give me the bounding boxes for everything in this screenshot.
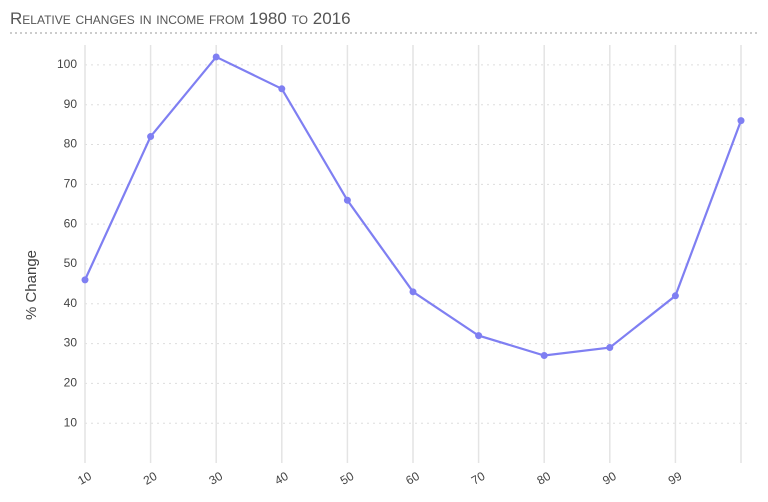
y-tick-label: 60	[64, 216, 78, 230]
x-tick-label: 60	[403, 469, 422, 488]
chart-title: Relative changes in income from 1980 to …	[10, 9, 351, 28]
point	[343, 196, 351, 204]
y-tick-label: 30	[64, 336, 78, 350]
x-tick-label: 99	[666, 469, 685, 488]
point	[475, 332, 483, 340]
x-tick-label: 50	[338, 469, 357, 488]
y-tick-label: 90	[64, 97, 78, 111]
y-tick-label: 40	[64, 296, 78, 310]
y-tick-label: 80	[64, 137, 78, 151]
point	[278, 85, 286, 93]
y-tick-label: 100	[57, 57, 77, 71]
x-tick-label: 30	[207, 469, 226, 488]
y-tick-label: 70	[64, 177, 78, 191]
point	[671, 292, 679, 300]
y-axis-label: % Change	[23, 250, 40, 320]
point	[212, 53, 220, 61]
x-tick-label: 20	[141, 469, 160, 488]
point	[81, 276, 89, 284]
point	[737, 117, 745, 125]
x-tick-label: 90	[600, 469, 619, 488]
y-tick-label: 50	[64, 256, 78, 270]
y-tick-label: 10	[64, 415, 78, 429]
point	[409, 288, 417, 296]
x-tick-label: 70	[469, 469, 488, 488]
x-tick-label: 40	[272, 469, 291, 488]
point	[606, 344, 614, 352]
point	[147, 133, 155, 141]
x-tick-label: 10	[75, 469, 94, 488]
y-tick-label: 20	[64, 376, 78, 390]
point	[540, 352, 548, 360]
x-tick-label: 80	[535, 469, 554, 488]
